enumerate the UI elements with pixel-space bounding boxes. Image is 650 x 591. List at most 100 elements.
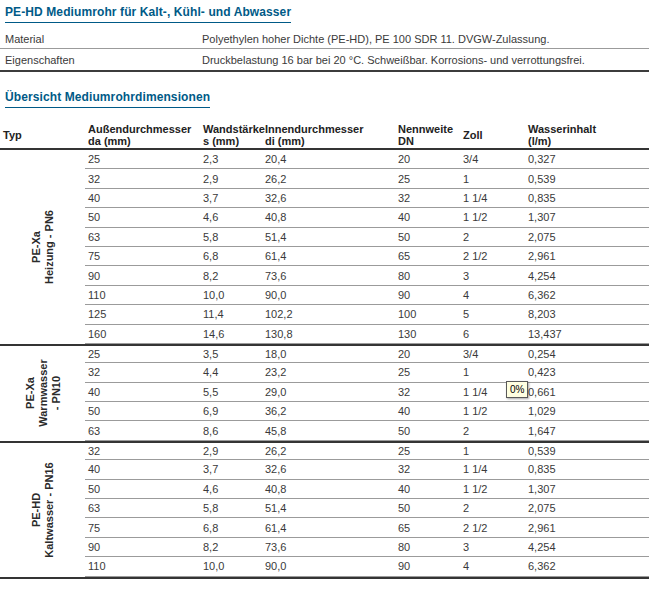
table-cell: 0,254 xyxy=(525,344,649,363)
table-cell: 26,2 xyxy=(262,441,395,460)
table-cell: 2,075 xyxy=(525,228,649,247)
table-cell: 5,8 xyxy=(200,499,262,518)
table-cell: 90,0 xyxy=(262,286,395,305)
table-cell: 2 xyxy=(460,421,525,440)
table-row: 504,640,8401 1/21,307 xyxy=(0,208,649,227)
table-cell: 2,961 xyxy=(525,518,649,537)
table-row: 324,423,22510,423 xyxy=(0,363,649,382)
table-cell: 8,2 xyxy=(200,538,262,557)
table-cell: 1,029 xyxy=(525,402,649,421)
table-cell: 63 xyxy=(85,421,200,440)
table-cell: 50 xyxy=(395,499,460,518)
table-cell: 6,9 xyxy=(200,402,262,421)
table-cell: 3/4 xyxy=(460,150,525,169)
table-cell: 6,362 xyxy=(525,286,649,305)
table-cell: 14,6 xyxy=(200,325,262,344)
table-cell: 2,961 xyxy=(525,247,649,266)
table-cell: 18,0 xyxy=(262,344,395,363)
table-cell: 25 xyxy=(395,169,460,188)
table-cell: 32 xyxy=(85,441,200,460)
table-cell: 90,0 xyxy=(262,557,395,576)
table-row: 635,851,45022,075 xyxy=(0,228,649,247)
table-cell: 3,7 xyxy=(200,460,262,479)
table-cell: 4,254 xyxy=(525,266,649,285)
spec-row-material: Material Polyethylen hoher Dichte (PE-HD… xyxy=(0,29,649,49)
table-cell: 50 xyxy=(85,402,200,421)
table-row: 11010,090,09046,362 xyxy=(0,286,649,305)
spec-row-eigenschaften: Eigenschaften Druckbelastung 16 bar bei … xyxy=(0,49,649,72)
table-cell: 1 1/2 xyxy=(460,208,525,227)
table-row: 908,273,68034,254 xyxy=(0,538,649,557)
table-cell: 1 1/2 xyxy=(460,402,525,421)
table-cell: 5,8 xyxy=(200,228,262,247)
table-cell: 3 xyxy=(460,266,525,285)
table-cell: 61,4 xyxy=(262,518,395,537)
table-cell: 160 xyxy=(85,325,200,344)
table-row: PE-HD Kaltwasser - PN16322,926,22510,539 xyxy=(0,441,649,460)
spec-value: Polyethylen hoher Dichte (PE-HD), PE 100… xyxy=(202,33,649,45)
table-cell: 110 xyxy=(85,557,200,576)
table-cell: 32 xyxy=(395,383,460,402)
table-row: PE-Xa Heizung - PN6252,320,4203/40,327 xyxy=(0,150,649,169)
table-cell: 0,835 xyxy=(525,460,649,479)
table-group-1: PE-Xa Warmwasser - PN10253,518,0203/40,2… xyxy=(0,344,649,441)
table-cell: 2,3 xyxy=(200,150,262,169)
table-cell: 100 xyxy=(395,305,460,324)
table-cell: 20 xyxy=(395,344,460,363)
table-cell: 65 xyxy=(395,518,460,537)
table-cell: 73,6 xyxy=(262,538,395,557)
table-cell: 1 1/2 xyxy=(460,480,525,499)
table-cell: 4,6 xyxy=(200,480,262,499)
table-cell: 51,4 xyxy=(262,499,395,518)
table-cell: 0,539 xyxy=(525,169,649,188)
table-cell: 1,307 xyxy=(525,480,649,499)
table-row: PE-Xa Warmwasser - PN10253,518,0203/40,2… xyxy=(0,344,649,363)
table-cell: 45,8 xyxy=(262,421,395,440)
zoom-level-tooltip: 0% xyxy=(506,381,528,398)
table-cell: 6,362 xyxy=(525,557,649,576)
table-cell: 40 xyxy=(395,480,460,499)
table-cell: 2 xyxy=(460,499,525,518)
table-cell: 8,6 xyxy=(200,421,262,440)
table-cell: 3 xyxy=(460,538,525,557)
table-cell: 6,8 xyxy=(200,518,262,537)
table-row: 11010,090,09046,362 xyxy=(0,557,649,576)
table-cell: 1 xyxy=(460,363,525,382)
table-cell: 1,647 xyxy=(525,421,649,440)
table-cell: 40 xyxy=(85,383,200,402)
table-row: 756,861,4652 1/22,961 xyxy=(0,247,649,266)
table-cell: 25 xyxy=(85,150,200,169)
table-cell: 80 xyxy=(395,538,460,557)
table-cell: 102,2 xyxy=(262,305,395,324)
table-cell: 40 xyxy=(395,402,460,421)
table-cell: 40 xyxy=(85,189,200,208)
table-cell: 50 xyxy=(85,208,200,227)
table-cell: 0,423 xyxy=(525,363,649,382)
table-cell: 32 xyxy=(395,189,460,208)
table-row: 504,640,8401 1/21,307 xyxy=(0,480,649,499)
table-row: 16014,6130,8130613,437 xyxy=(0,325,649,344)
table-cell: 2 1/2 xyxy=(460,247,525,266)
table-group-2: PE-HD Kaltwasser - PN16322,926,22510,539… xyxy=(0,441,649,577)
table-cell: 32,6 xyxy=(262,460,395,479)
table-cell: 0,835 xyxy=(525,189,649,208)
table-cell: 40 xyxy=(85,460,200,479)
document-page: PE-HD Mediumrohr für Kalt-, Kühl- und Ab… xyxy=(0,0,650,591)
table-cell: 110 xyxy=(85,286,200,305)
table-cell: 63 xyxy=(85,228,200,247)
spec-label: Material xyxy=(0,33,202,45)
table-row: 322,926,22510,539 xyxy=(0,169,649,188)
table-cell: 0,327 xyxy=(525,150,649,169)
table-cell: 32 xyxy=(85,363,200,382)
table-cell: 25 xyxy=(85,344,200,363)
table-cell: 125 xyxy=(85,305,200,324)
table-cell: 25 xyxy=(395,363,460,382)
group-label-text: PE-HD Kaltwasser - PN16 xyxy=(30,462,56,557)
table-cell: 63 xyxy=(85,499,200,518)
table-cell: 10,0 xyxy=(200,286,262,305)
table-cell: 50 xyxy=(85,480,200,499)
table-cell: 1 1/4 xyxy=(460,460,525,479)
table-cell: 0,539 xyxy=(525,441,649,460)
table-cell: 4 xyxy=(460,286,525,305)
table-row: 405,529,0321 1/40,661 xyxy=(0,383,649,402)
